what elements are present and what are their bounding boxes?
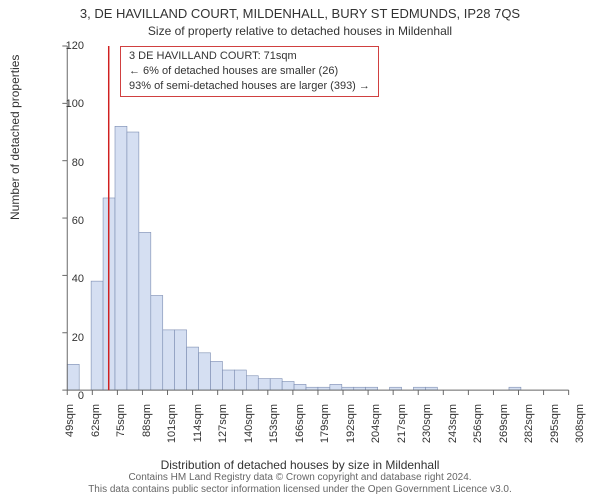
histogram-bar <box>91 281 103 390</box>
histogram-bar <box>270 379 282 390</box>
chart-container: 3, DE HAVILLAND COURT, MILDENHALL, BURY … <box>0 0 600 500</box>
y-tick-label: 100 <box>66 98 84 110</box>
y-tick-label: 60 <box>72 215 84 227</box>
y-tick-label: 120 <box>66 40 84 52</box>
histogram-bar <box>163 330 175 390</box>
histogram-bar <box>246 376 258 390</box>
x-axis-label: Distribution of detached houses by size … <box>0 458 600 472</box>
histogram-bar <box>199 353 211 390</box>
histogram-bar <box>115 126 127 390</box>
x-tick-label: 217sqm <box>396 404 408 454</box>
histogram-bar <box>330 384 342 390</box>
histogram-bar <box>187 347 199 390</box>
x-tick-label: 62sqm <box>90 404 102 454</box>
histogram-bar <box>258 379 270 390</box>
y-tick-label: 80 <box>72 157 84 169</box>
x-tick-label: 204sqm <box>370 404 382 454</box>
x-tick-label: 75sqm <box>115 404 127 454</box>
x-tick-label: 192sqm <box>345 404 357 454</box>
x-tick-label: 49sqm <box>64 404 76 454</box>
histogram-bar <box>222 370 234 390</box>
footer-line1: Contains HM Land Registry data © Crown c… <box>0 472 600 484</box>
histogram-bar <box>294 384 306 390</box>
footer: Contains HM Land Registry data © Crown c… <box>0 472 600 496</box>
annotation-line2: ← 6% of detached houses are smaller (26) <box>129 64 370 79</box>
title-primary: 3, DE HAVILLAND COURT, MILDENHALL, BURY … <box>0 6 600 21</box>
x-tick-label: 179sqm <box>319 404 331 454</box>
x-tick-label: 140sqm <box>243 404 255 454</box>
histogram-bar <box>127 132 139 390</box>
footer-line2: This data contains public sector informa… <box>0 484 600 496</box>
title-secondary: Size of property relative to detached ho… <box>0 24 600 38</box>
annotation-box: 3 DE HAVILLAND COURT: 71sqm ← 6% of deta… <box>120 46 379 97</box>
annotation-line1: 3 DE HAVILLAND COURT: 71sqm <box>129 49 370 64</box>
x-tick-label: 101sqm <box>166 404 178 454</box>
histogram-bar <box>175 330 187 390</box>
chart-area <box>60 46 570 396</box>
annotation-line3: 93% of semi-detached houses are larger (… <box>129 79 370 94</box>
histogram-bar <box>139 232 151 390</box>
histogram-bar <box>234 370 246 390</box>
x-tick-label: 166sqm <box>294 404 306 454</box>
y-tick-label: 40 <box>72 273 84 285</box>
x-tick-label: 127sqm <box>217 404 229 454</box>
histogram-bar <box>282 381 294 390</box>
y-axis-label: Number of detached properties <box>8 55 22 220</box>
x-tick-label: 230sqm <box>421 404 433 454</box>
x-tick-label: 282sqm <box>523 404 535 454</box>
x-tick-label: 295sqm <box>549 404 561 454</box>
histogram-plot <box>60 46 570 396</box>
x-tick-label: 153sqm <box>268 404 280 454</box>
x-tick-label: 269sqm <box>498 404 510 454</box>
y-tick-label: 20 <box>72 332 84 344</box>
y-tick-label: 0 <box>78 390 84 402</box>
histogram-bar <box>211 361 223 390</box>
x-tick-label: 256sqm <box>472 404 484 454</box>
histogram-bar <box>151 295 163 390</box>
x-tick-label: 243sqm <box>447 404 459 454</box>
x-tick-label: 308sqm <box>574 404 586 454</box>
x-tick-label: 88sqm <box>141 404 153 454</box>
histogram-bar <box>67 364 79 390</box>
x-tick-label: 114sqm <box>192 404 204 454</box>
